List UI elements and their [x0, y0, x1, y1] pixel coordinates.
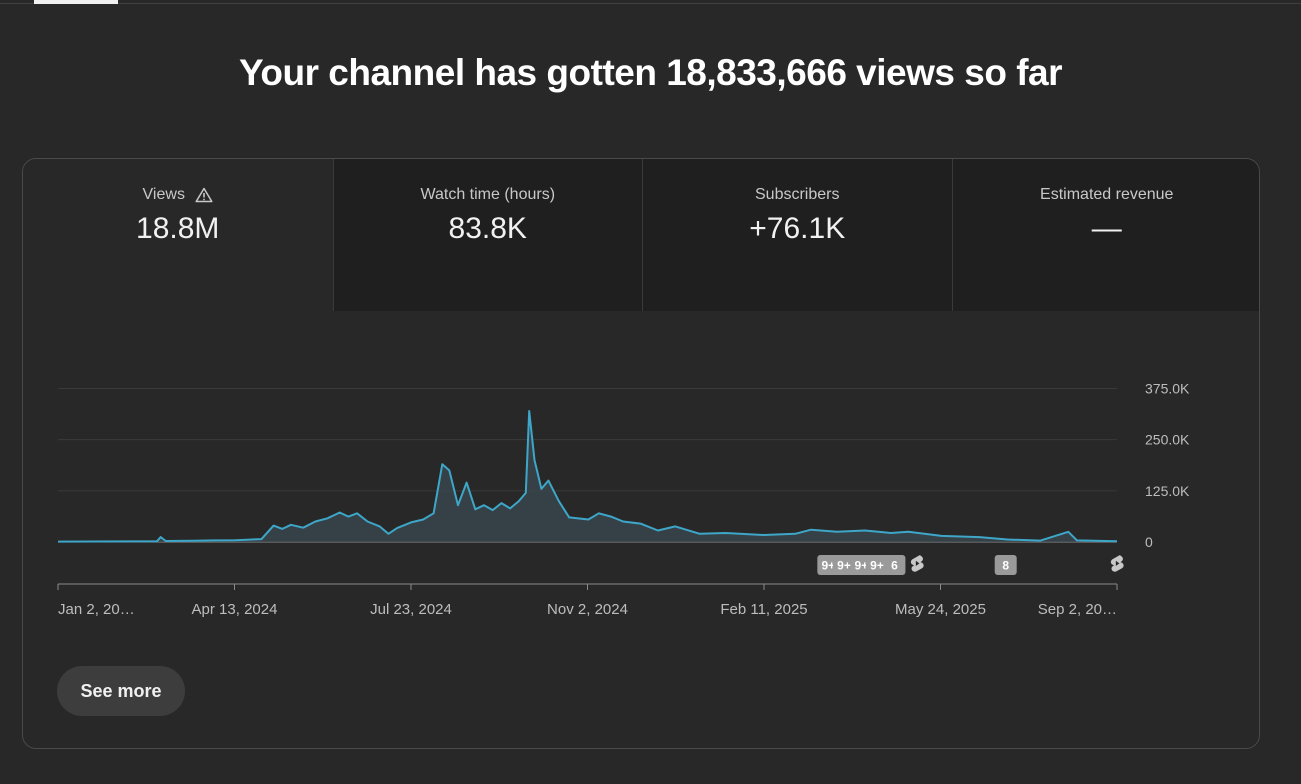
x-tick-label: Feb 11, 2025 — [720, 601, 807, 618]
x-tick-label: Jan 2, 20… — [58, 601, 135, 618]
event-marker-badge — [866, 555, 889, 575]
metric-value: — — [1091, 212, 1122, 245]
metric-value: +76.1K — [749, 212, 846, 245]
y-tick-label: 250.0K — [1145, 432, 1190, 448]
metric-label: Views — [142, 186, 185, 203]
x-tick-label: Apr 13, 2024 — [192, 601, 278, 618]
see-more-button[interactable]: See more — [57, 666, 185, 716]
event-marker-label: 9+ — [821, 559, 835, 573]
top-divider — [0, 3, 1301, 4]
x-tick-label: Nov 2, 2024 — [547, 601, 628, 618]
series-area — [58, 411, 1117, 542]
event-marker-label: 6 — [891, 559, 898, 573]
warning-icon[interactable] — [195, 187, 213, 203]
metric-label: Subscribers — [755, 186, 840, 203]
metric-tab-revenue[interactable]: Estimated revenue — — [951, 159, 1259, 311]
views-chart: 375.0K 250.0K 125.0K 0 Jan 2, 20… Apr 13, 202… — [57, 381, 1190, 618]
series-line — [57, 410, 1118, 543]
event-marker-badge — [994, 555, 1017, 575]
event-marker-label: 9+ — [870, 559, 884, 573]
event-marker-label: 8 — [1002, 559, 1009, 573]
metric-tab-watch-time[interactable]: Watch time (hours) 83.8K — [332, 159, 642, 311]
active-tab-indicator — [34, 0, 118, 4]
event-marker-badge — [832, 555, 855, 575]
y-tick-label: 125.0K — [1145, 483, 1190, 499]
metric-tabs: Views 18.8M Watch time (hours) 83.8K Sub… — [23, 159, 1259, 311]
x-tick-label: May 24, 2025 — [895, 601, 986, 618]
x-tick-label: Sep 2, 20… — [1038, 601, 1117, 618]
event-marker-badge — [883, 555, 906, 575]
metric-tab-views[interactable]: Views 18.8M — [23, 159, 333, 311]
analytics-card: Views 18.8M Watch time (hours) 83.8K Sub… — [22, 158, 1260, 749]
x-tick-label: Jul 23, 2024 — [370, 601, 452, 618]
y-tick-label: 375.0K — [1145, 381, 1190, 397]
metric-tab-subscribers[interactable]: Subscribers +76.1K — [642, 159, 952, 311]
metric-label: Watch time (hours) — [420, 186, 556, 203]
y-tick-label: 0 — [1145, 534, 1153, 550]
event-marker-label: 9+ — [837, 559, 851, 573]
shorts-icon — [910, 555, 924, 572]
shorts-icon — [1110, 555, 1124, 572]
metric-value: 18.8M — [136, 212, 220, 245]
metric-value: 83.8K — [448, 212, 527, 245]
metric-label: Estimated revenue — [1040, 186, 1174, 203]
page-title: Your channel has gotten 18,833,666 views… — [238, 52, 1063, 93]
event-marker-label: 9+ — [855, 559, 869, 573]
